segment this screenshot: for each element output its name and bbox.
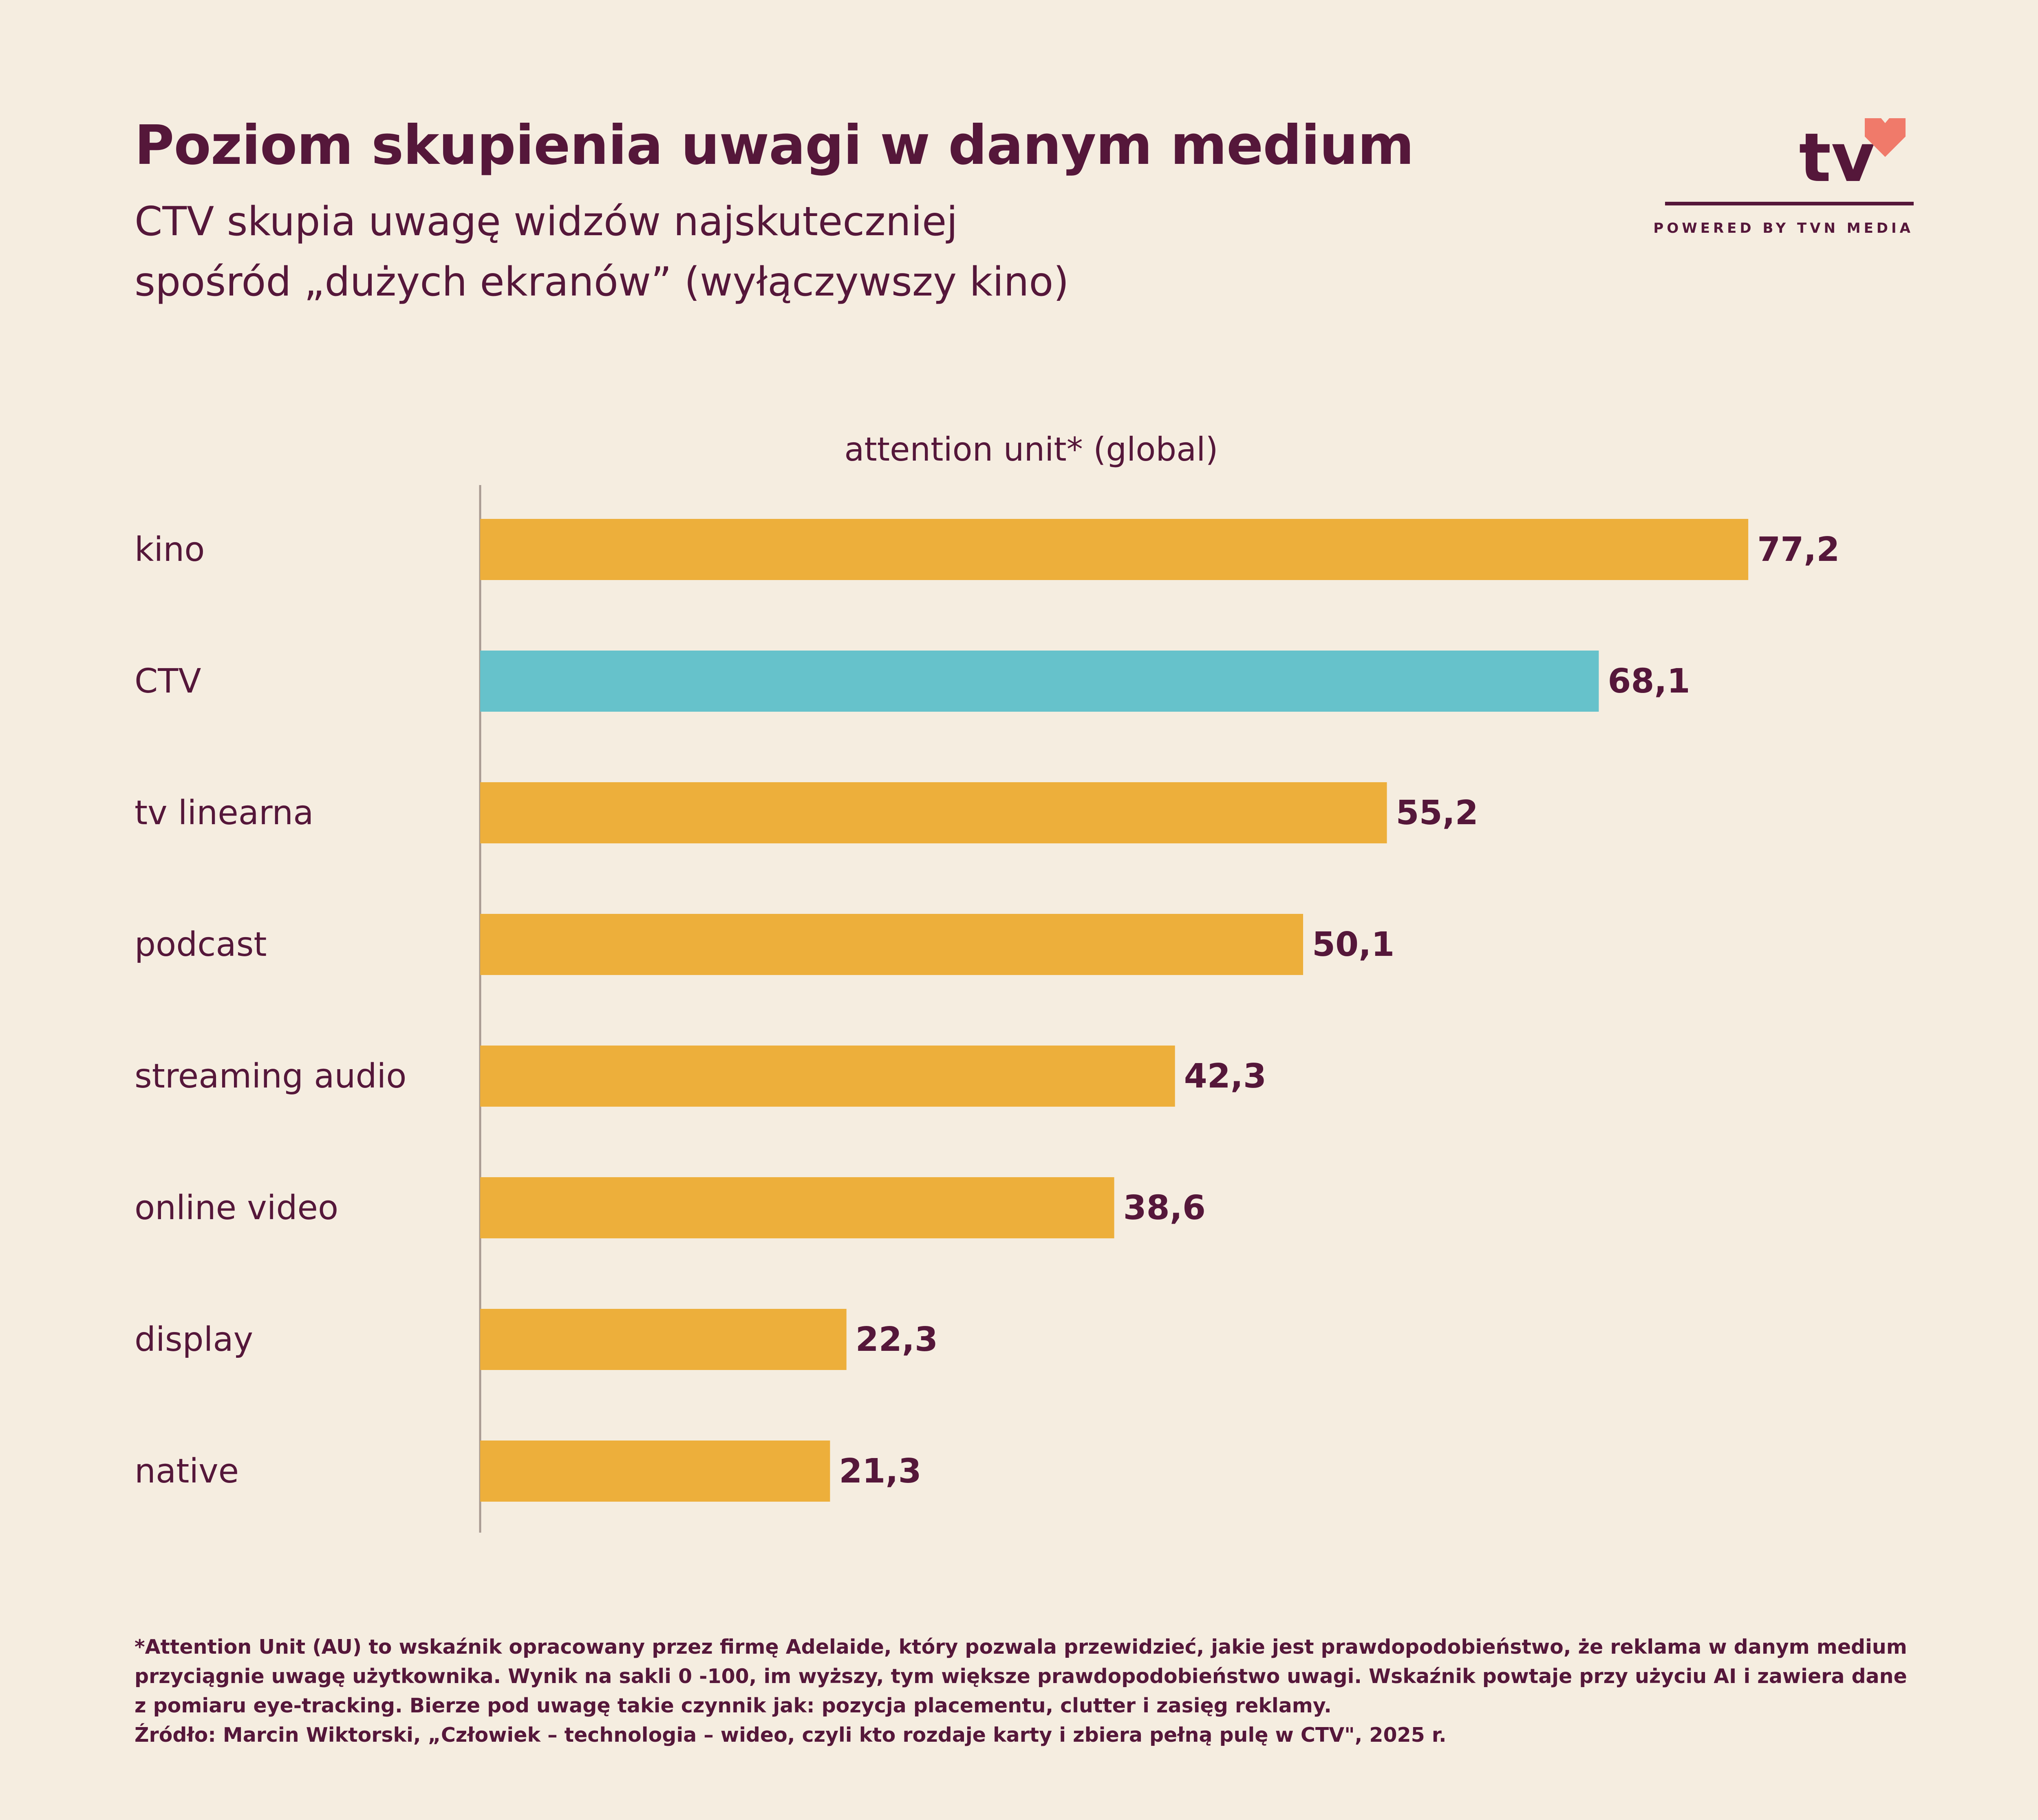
category-label: display (135, 1320, 253, 1359)
value-label: 21,3 (839, 1452, 921, 1491)
footnote-source: Źródło: Marcin Wiktorski, „Człowiek – te… (135, 1723, 1447, 1747)
category-label: podcast (135, 925, 267, 964)
bar (480, 1177, 1114, 1238)
heart-icon (1865, 118, 1906, 157)
chart-title: Poziom skupienia uwagi w danym medium (135, 114, 1414, 177)
bar (480, 519, 1749, 580)
bar (480, 1046, 1175, 1107)
bar-chart: attention unit* (global) kino 77,2 CTV 68,1… (135, 430, 1839, 1533)
tvn-logo: tv POWERED BY TVN MEDIA (1653, 110, 1914, 245)
footnote: *Attention Unit (AU) to wskaźnik opracow… (135, 1632, 1920, 1750)
bar (480, 1309, 847, 1370)
value-label: 42,3 (1184, 1057, 1266, 1096)
category-label: native (135, 1452, 239, 1491)
bar (480, 651, 1599, 712)
subtitle-line-2: spośród „dużych ekranów” (wyłączywszy ki… (135, 259, 1069, 305)
chart-subtitle: CTV skupia uwagę widzów najskuteczniej s… (135, 192, 1069, 312)
value-label: 55,2 (1396, 794, 1478, 832)
value-label: 50,1 (1312, 925, 1394, 964)
value-label: 77,2 (1757, 530, 1839, 569)
value-label: 68,1 (1608, 662, 1690, 701)
footnote-line-3: z pomiaru eye-tracking. Bierze pod uwagę… (135, 1694, 1332, 1717)
logo-divider (1665, 202, 1914, 205)
bar (480, 914, 1304, 975)
axis-title: attention unit* (global) (844, 430, 1218, 468)
bar (480, 782, 1387, 843)
value-label: 22,3 (856, 1320, 938, 1359)
bar (480, 1441, 830, 1502)
category-label: streaming audio (135, 1057, 406, 1096)
footnote-line-1: *Attention Unit (AU) to wskaźnik opracow… (135, 1635, 1907, 1659)
bar-rows: kino 77,2 CTV 68,1 tv linearna 55,2 podcast 50,… (135, 519, 1839, 1502)
logo-wordmark: tv (1799, 119, 1875, 197)
category-label: tv linearna (135, 794, 313, 832)
subtitle-line-1: CTV skupia uwagę widzów najskuteczniej (135, 199, 958, 245)
category-label: kino (135, 530, 205, 569)
logo-tagline: POWERED BY TVN MEDIA (1653, 220, 1914, 236)
footnote-line-2: przyciągnie uwagę użytkownika. Wynik na … (135, 1665, 1907, 1688)
category-label: CTV (135, 662, 201, 701)
category-label: online video (135, 1189, 338, 1227)
value-label: 38,6 (1123, 1189, 1206, 1227)
